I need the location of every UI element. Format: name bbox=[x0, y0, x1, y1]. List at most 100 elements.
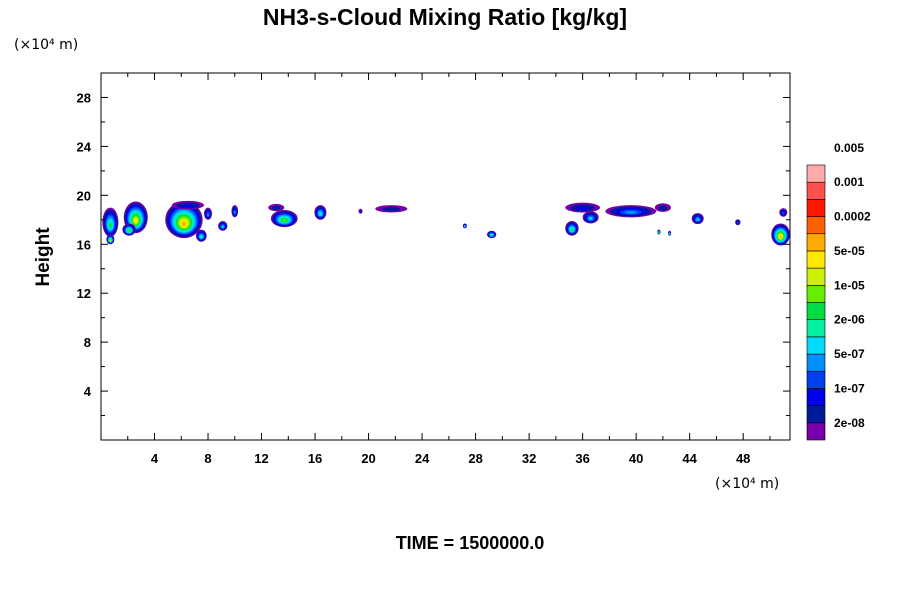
cloud-blob bbox=[195, 229, 207, 242]
cloud-blob bbox=[102, 207, 119, 237]
cloud-blob bbox=[582, 211, 599, 224]
y-tick-label: 12 bbox=[77, 286, 91, 301]
y-tick-label: 4 bbox=[84, 384, 92, 399]
cloud-contour bbox=[657, 231, 660, 234]
cloud-blob bbox=[375, 205, 408, 213]
cloud-blob bbox=[122, 223, 136, 236]
colorbar-label: 0.0002 bbox=[834, 210, 871, 224]
y-tick-label: 8 bbox=[84, 335, 91, 350]
colorbar-swatch bbox=[806, 250, 826, 269]
colorbar-swatch bbox=[806, 181, 826, 200]
cloud-blob bbox=[691, 213, 704, 225]
colorbar-label: 1e-07 bbox=[834, 381, 865, 395]
cloud-blob bbox=[654, 203, 671, 212]
cloud-contour bbox=[589, 217, 593, 220]
y-tick-label: 28 bbox=[77, 90, 91, 105]
cloud-contour bbox=[736, 221, 739, 224]
x-unit-label: (×10⁴ m) bbox=[715, 476, 779, 492]
y-tick-label: 16 bbox=[77, 237, 91, 252]
x-tick-label: 40 bbox=[629, 451, 643, 466]
colorbar-swatch bbox=[806, 405, 826, 424]
colorbar-label: 5e-05 bbox=[834, 244, 865, 258]
colorbar-swatch bbox=[806, 216, 826, 235]
cloud-contour bbox=[109, 239, 112, 242]
cloud-contour bbox=[570, 228, 573, 232]
cloud-blob bbox=[358, 208, 363, 214]
cloud-contour bbox=[233, 210, 236, 214]
colorbar-swatch bbox=[806, 164, 826, 183]
cloud-blob bbox=[565, 221, 579, 236]
x-tick-label: 44 bbox=[682, 451, 697, 466]
cloud-contour bbox=[359, 210, 362, 213]
cloud-blob bbox=[657, 229, 661, 235]
x-axis: 4 8 12 16 20 24 28 32 36 40 44 48 bbox=[127, 73, 771, 466]
y-axis: 4 8 12 16 20 24 28 bbox=[77, 90, 790, 417]
colorbar-swatch bbox=[806, 422, 826, 441]
cloud-contour bbox=[490, 234, 493, 237]
x-tick-label: 36 bbox=[575, 451, 589, 466]
colorbar-label: 2e-08 bbox=[834, 416, 865, 430]
cloud-blob bbox=[486, 230, 497, 239]
colorbar-swatch bbox=[806, 336, 826, 355]
cloud-blob bbox=[204, 207, 213, 220]
x-tick-label: 32 bbox=[522, 451, 536, 466]
cloud-contour bbox=[207, 213, 210, 217]
x-tick-label: 28 bbox=[468, 451, 482, 466]
colorbar-label: 0.005 bbox=[834, 141, 864, 155]
cloud-contour bbox=[282, 219, 287, 222]
cloud-field bbox=[102, 200, 790, 246]
cloud-blob bbox=[106, 234, 115, 245]
cloud-contour bbox=[128, 229, 131, 232]
plot-frame bbox=[100, 72, 791, 441]
cloud-contour bbox=[668, 232, 671, 235]
time-footer: TIME = 1500000.0 bbox=[396, 533, 545, 553]
colorbar-swatch bbox=[806, 285, 826, 303]
cloud-contour bbox=[181, 221, 186, 226]
colorbar-label: 2e-06 bbox=[834, 313, 865, 327]
cloud-blob bbox=[268, 203, 285, 212]
cloud-blob bbox=[735, 219, 741, 226]
cloud-blob bbox=[667, 230, 672, 236]
cloud-blob bbox=[605, 205, 657, 218]
x-tick-label: 24 bbox=[415, 451, 430, 466]
x-tick-label: 16 bbox=[308, 451, 322, 466]
cloud-contour bbox=[319, 212, 322, 216]
cloud-blob bbox=[270, 210, 298, 228]
cloud-blob bbox=[771, 223, 790, 246]
colorbar-label: 5e-07 bbox=[834, 347, 865, 361]
chart-title: NH3-s-Cloud Mixing Ratio [kg/kg] bbox=[263, 4, 627, 30]
cloud-blob bbox=[314, 205, 327, 220]
colorbar-label: 1e-05 bbox=[834, 278, 865, 292]
x-tick-label: 20 bbox=[361, 451, 375, 466]
colorbar-swatch bbox=[806, 370, 826, 389]
y-axis-label: Height bbox=[33, 227, 54, 287]
x-tick-label: 8 bbox=[204, 451, 211, 466]
y-tick-label: 24 bbox=[77, 139, 92, 154]
colorbar-swatch bbox=[806, 319, 826, 338]
cloud-contour bbox=[382, 207, 401, 212]
x-tick-label: 12 bbox=[254, 451, 268, 466]
cloud-contour bbox=[134, 219, 138, 223]
y-tick-label: 20 bbox=[77, 188, 91, 203]
cloud-blob bbox=[565, 202, 601, 213]
cloud-contour bbox=[779, 235, 782, 239]
cloud-blob bbox=[171, 200, 205, 210]
colorbar-swatch bbox=[806, 302, 826, 320]
cloud-blob bbox=[462, 223, 467, 229]
x-tick-label: 4 bbox=[151, 451, 159, 466]
colorbar-swatch bbox=[806, 388, 826, 406]
cloud-contour bbox=[200, 235, 203, 239]
colorbar-label: 0.001 bbox=[834, 175, 864, 189]
cloud-contour bbox=[463, 225, 466, 228]
cloud-contour bbox=[575, 206, 590, 211]
y-unit-label: (×10⁴ m) bbox=[14, 37, 78, 53]
cloud-contour bbox=[271, 205, 281, 211]
colorbar: 2e-08 1e-07 5e-07 2e-06 1e-05 5e-05 0.0002 0.00… bbox=[806, 141, 871, 441]
cloud-blob bbox=[165, 201, 203, 239]
colorbar-swatch bbox=[806, 233, 826, 252]
colorbar-swatch bbox=[806, 199, 826, 217]
cloud-blob bbox=[231, 205, 239, 218]
cloud-contour bbox=[782, 211, 785, 215]
